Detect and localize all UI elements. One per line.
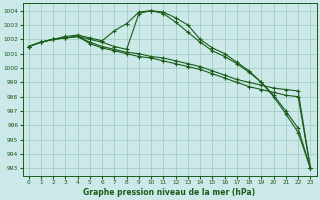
- X-axis label: Graphe pression niveau de la mer (hPa): Graphe pression niveau de la mer (hPa): [84, 188, 256, 197]
